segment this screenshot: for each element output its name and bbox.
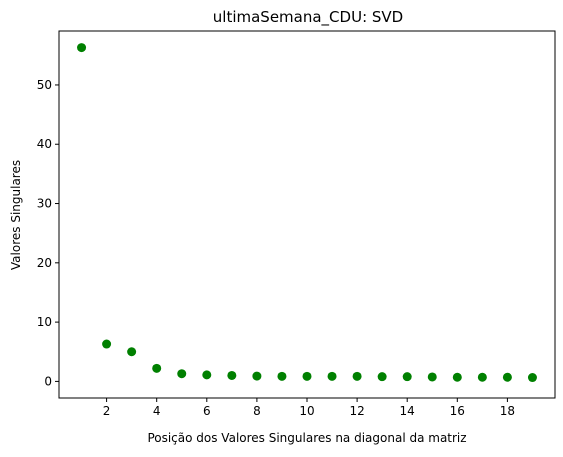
data-point — [252, 371, 262, 381]
data-point — [202, 370, 212, 380]
data-point — [352, 371, 362, 381]
data-points — [77, 43, 537, 383]
x-tick-label: 10 — [299, 404, 314, 418]
x-tick-label: 2 — [103, 404, 111, 418]
x-tick-label: 4 — [153, 404, 161, 418]
x-tick-label: 16 — [450, 404, 465, 418]
data-point — [477, 372, 487, 382]
x-tick-label: 8 — [253, 404, 261, 418]
y-tick-label: 10 — [37, 315, 52, 329]
data-point — [527, 373, 537, 383]
data-point — [127, 347, 137, 357]
plot-area-frame — [58, 30, 556, 399]
chart-title: ultimaSemana_CDU: SVD — [213, 8, 403, 27]
data-point — [377, 372, 387, 382]
data-point — [277, 371, 287, 381]
x-axis-ticks: 2 4 6 8 10 12 14 16 18 — [103, 398, 515, 418]
x-tick-label: 6 — [203, 404, 211, 418]
y-tick-label: 40 — [37, 137, 52, 151]
data-point — [452, 372, 462, 382]
y-tick-label: 30 — [37, 197, 52, 211]
data-point — [177, 369, 187, 379]
x-axis-label: Posição dos Valores Singulares na diagon… — [147, 431, 466, 445]
x-tick-label: 12 — [349, 404, 364, 418]
data-point — [77, 43, 87, 53]
y-axis-ticks: 0 10 20 30 40 50 — [37, 78, 59, 388]
x-tick-label: 14 — [400, 404, 415, 418]
data-point — [152, 363, 162, 373]
data-point — [427, 372, 437, 382]
x-tick-label: 18 — [500, 404, 515, 418]
y-tick-label: 20 — [37, 256, 52, 270]
y-tick-label: 0 — [44, 374, 52, 388]
data-point — [102, 339, 112, 349]
data-point — [327, 371, 337, 381]
y-tick-label: 50 — [37, 78, 52, 92]
data-point — [402, 372, 412, 382]
data-point — [502, 372, 512, 382]
data-point — [227, 370, 237, 380]
y-axis-label: Valores Singulares — [9, 160, 23, 270]
data-point — [302, 371, 312, 381]
